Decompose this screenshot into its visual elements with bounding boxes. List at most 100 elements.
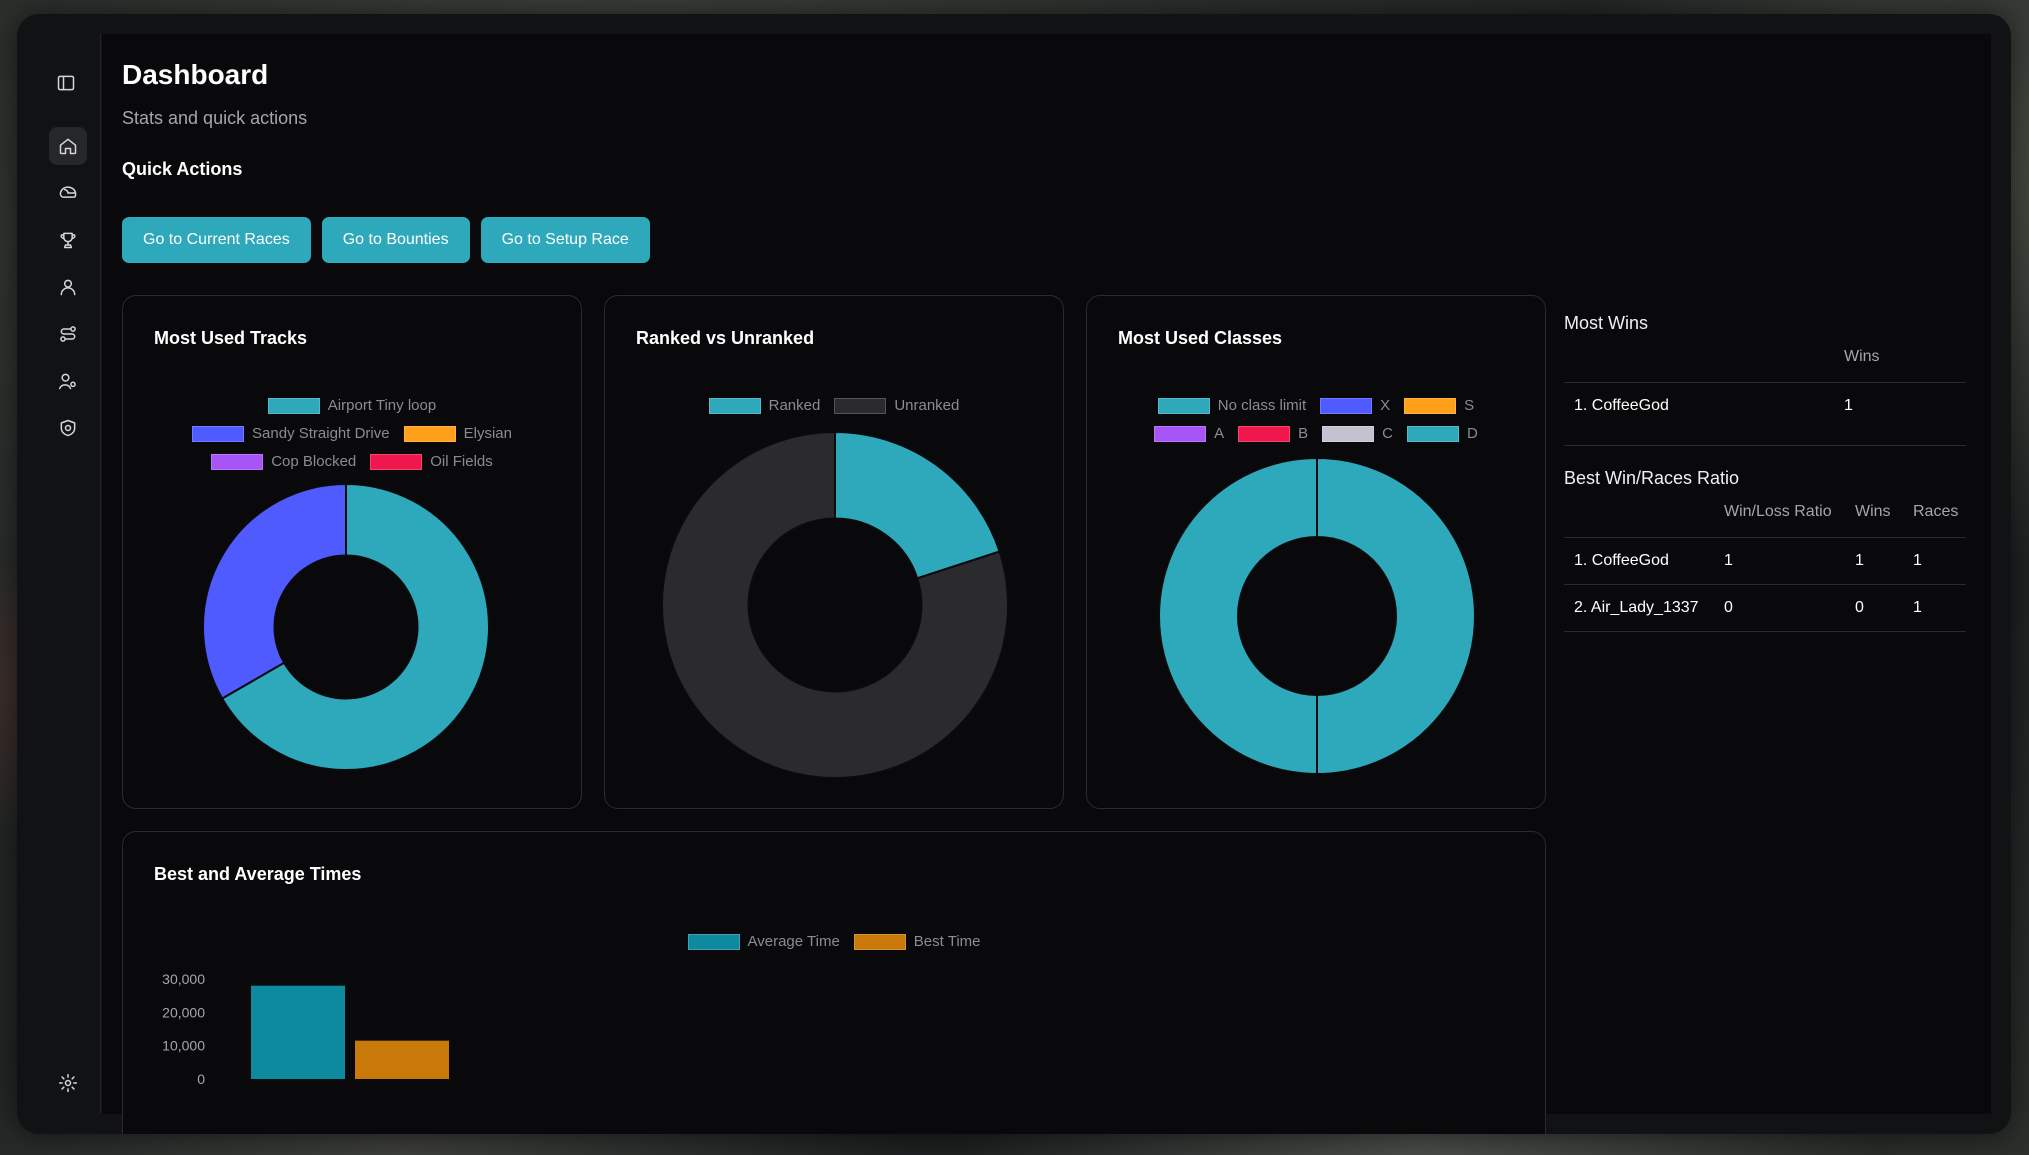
legend-label: A [1214, 425, 1225, 442]
legend-label: Best Time [913, 933, 981, 950]
legend-label: Oil Fields [430, 453, 493, 470]
legend-swatch [267, 397, 320, 414]
shield-icon [60, 419, 76, 437]
go-to-current-races-button[interactable]: Go to Current Races [122, 217, 311, 263]
races-value: 1 [1913, 537, 1966, 585]
legend-item-airport-tiny-loop[interactable]: Airport Tiny loop [267, 397, 437, 414]
chart-legend: No class limit X S A B C D [1087, 397, 1545, 442]
player-name: 2. Air_Lady_1337 [1564, 584, 1724, 632]
slice-d[interactable] [1158, 456, 1318, 776]
legend-label: S [1464, 397, 1475, 414]
races-value: 1 [1913, 584, 1966, 632]
legend-swatch [1157, 397, 1210, 414]
legend-item-x[interactable]: X [1320, 397, 1390, 414]
card-title: Best and Average Times [154, 864, 362, 884]
table-row: 1. CoffeeGod 1 [1564, 382, 1966, 446]
page-title: Dashboard [122, 59, 269, 90]
legend-item-b[interactable]: B [1238, 425, 1308, 442]
users-icon [58, 373, 76, 390]
legend-label: Airport Tiny loop [327, 397, 437, 414]
legend-swatch [1404, 397, 1457, 414]
most-used-classes-card: Most Used Classes No class limit X S A B C D [1086, 295, 1546, 809]
trophy-icon [60, 232, 76, 249]
legend-swatch [1154, 425, 1207, 442]
legend-label: D [1467, 425, 1478, 442]
sidebar-item-users[interactable] [49, 362, 87, 400]
legend-item-s[interactable]: S [1404, 397, 1474, 414]
chart-legend: Average Time Best Time [123, 933, 1545, 950]
legend-item-oil-fields[interactable]: Oil Fields [370, 453, 493, 470]
legend-label: Cop Blocked [271, 453, 357, 470]
legend-label: Average Time [747, 933, 840, 950]
legend-swatch [192, 425, 245, 442]
ratio-value: 0 [1724, 584, 1855, 632]
legend-item-unranked[interactable]: Unranked [834, 397, 959, 414]
helmet-icon [59, 186, 77, 198]
y-tick-label: 0 [197, 1071, 205, 1087]
page-subtitle: Stats and quick actions [122, 108, 308, 128]
ranked-vs-unranked-card: Ranked vs Unranked Ranked Unranked [604, 295, 1064, 809]
legend-swatch [370, 453, 423, 470]
legend-swatch [687, 933, 740, 950]
ranked-donut-chart [661, 430, 1009, 779]
legend-swatch [1238, 425, 1291, 442]
wins-value: 0 [1855, 584, 1913, 632]
slice-sandy-straight-drive[interactable] [202, 482, 347, 700]
player-name: 1. CoffeeGod [1564, 537, 1724, 585]
legend-item-cop-blocked[interactable]: Cop Blocked [211, 453, 356, 470]
sidebar-item-settings[interactable] [49, 1064, 87, 1102]
y-tick-label: 20,000 [162, 1004, 205, 1020]
legend-item-elysian[interactable]: Elysian [403, 425, 512, 442]
player-name: 1. CoffeeGod [1564, 382, 1844, 446]
legend-item-no-class-limit[interactable]: No class limit [1157, 397, 1306, 414]
sidebar-item-profile[interactable] [49, 268, 87, 306]
most-used-tracks-card: Most Used Tracks Airport Tiny loop Sandy … [122, 295, 582, 809]
most-wins-table: Wins 1. CoffeeGod 1 [1564, 348, 1966, 446]
sidebar-item-routes[interactable] [49, 315, 87, 353]
card-title: Most Used Tracks [154, 328, 308, 348]
user-icon [60, 279, 76, 296]
times-bar-chart: 30,000 20,000 10,000 0 [162, 971, 449, 1087]
y-tick-label: 30,000 [162, 971, 205, 987]
legend-item-sandy-straight-drive[interactable]: Sandy Straight Drive [192, 425, 390, 442]
chart-legend: Airport Tiny loop Sandy Straight Drive Ely… [123, 397, 581, 470]
column-header [1564, 503, 1724, 538]
legend-item-c[interactable]: C [1322, 425, 1393, 442]
best-ratio-table: Win/Loss Ratio Wins Races 1. CoffeeGod 1… [1564, 503, 1966, 632]
legend-item-a[interactable]: A [1154, 425, 1224, 442]
chart-legend: Ranked Unranked [605, 397, 1063, 414]
legend-item-d[interactable]: D [1407, 425, 1478, 442]
sidebar-item-races[interactable] [49, 174, 87, 212]
legend-swatch [708, 397, 761, 414]
legend-item-average-time[interactable]: Average Time [687, 933, 840, 950]
slice-unranked[interactable] [661, 430, 1009, 779]
slice-ranked[interactable] [834, 430, 1001, 580]
main-content: Dashboard Stats and quick actions Quick … [102, 34, 1991, 1134]
classes-donut-chart [1158, 456, 1476, 776]
bar-best-time[interactable] [355, 1040, 449, 1079]
sidebar-item-security[interactable] [49, 409, 87, 447]
legend-label: Ranked [768, 397, 821, 414]
go-to-bounties-button[interactable]: Go to Bounties [321, 217, 470, 263]
quick-actions-title: Quick Actions [122, 159, 243, 179]
legend-item-best-time[interactable]: Best Time [853, 933, 981, 950]
gear-icon [58, 1073, 78, 1093]
legend-label: Sandy Straight Drive [252, 425, 390, 442]
column-header: Races [1913, 503, 1959, 520]
column-header: Wins [1855, 503, 1891, 520]
sidebar-item-home[interactable] [49, 127, 87, 165]
slice-no-class-limit[interactable] [1316, 456, 1476, 776]
sidebar-item-bounties[interactable] [49, 221, 87, 259]
leaderboards-panel: Most Wins Wins 1. CoffeeGod 1 Best Win/R… [1564, 313, 1966, 632]
best-ratio-title: Best Win/Races Ratio [1564, 468, 1740, 488]
legend-label: Unranked [894, 397, 960, 414]
sidebar [17, 34, 101, 1114]
most-wins-title: Most Wins [1564, 313, 1649, 333]
legend-item-ranked[interactable]: Ranked [708, 397, 821, 414]
ratio-value: 1 [1724, 537, 1855, 585]
go-to-setup-race-button[interactable]: Go to Setup Race [480, 217, 650, 263]
bar-average-time[interactable] [251, 985, 345, 1079]
panel-toggle-icon[interactable] [47, 64, 85, 102]
slice-airport-tiny-loop[interactable] [220, 482, 490, 771]
legend-swatch [1320, 397, 1373, 414]
